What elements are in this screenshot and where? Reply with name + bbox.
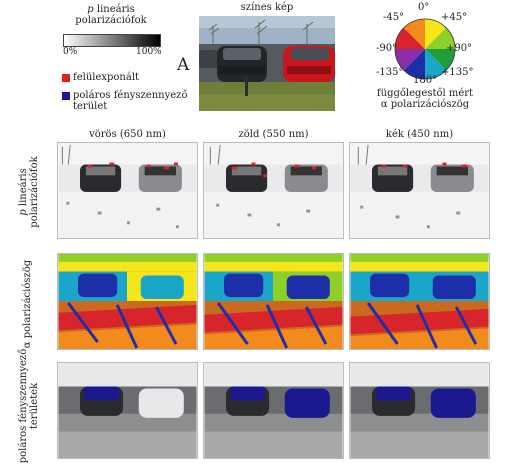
polarized-pollution-label-line2: terület [73, 101, 108, 112]
angle-label-0: 0° [418, 2, 430, 13]
angle-label-180: 180° [413, 75, 438, 86]
scale-min-label: 0% [63, 47, 78, 57]
pollution-panel-green [203, 362, 344, 459]
polarization-scale-bar [63, 34, 161, 47]
row-label-polluting-line2: területek [29, 382, 40, 430]
row-label-polluting-line1: poláros fényszennyező [18, 348, 29, 464]
row-label-polluting: poláros fényszennyező területek [18, 341, 40, 471]
polarized-pollution-label-line1: poláros fényszennyező [73, 90, 188, 101]
color-photo-title: színes kép [240, 2, 294, 13]
angle-panel-red [57, 253, 198, 350]
column-header-red: vörös (650 nm) [89, 129, 166, 140]
panel-letter: A [177, 55, 190, 75]
polarization-legend-title: p lineáris [63, 4, 159, 15]
angle-label-minus135: -135° [376, 67, 404, 78]
degree-panel-red [57, 142, 198, 239]
polarization-angle-wheel [394, 18, 456, 80]
row-label-degree-line2: polarizációfok [29, 156, 40, 228]
row-label-angle: α polarizációszög [22, 259, 33, 349]
p-symbol: p [87, 4, 94, 15]
angle-caption-line1: függőlegestől mért [376, 88, 474, 99]
scale-max-label: 100% [136, 47, 162, 57]
row-label-degree: p lineáris polarizációfok [18, 142, 40, 242]
angle-label-plus135: +135° [441, 67, 474, 78]
overexposed-swatch [62, 74, 70, 82]
angle-panel-blue [349, 253, 490, 350]
pollution-panel-red [57, 362, 198, 459]
angle-label-plus45: +45° [441, 12, 468, 23]
row-label-degree-p: p [18, 209, 29, 216]
angle-panel-green [203, 253, 344, 350]
angle-label-minus90: -90° [376, 43, 398, 54]
degree-panel-green [203, 142, 344, 239]
pollution-panel-blue [349, 362, 490, 459]
angle-label-minus45: -45° [383, 12, 405, 23]
polarization-title-word: lineáris [96, 4, 135, 15]
row-label-degree-word: lineáris [18, 168, 29, 207]
polarization-legend-title-line2: polarizációfok [75, 15, 147, 26]
column-header-green: zöld (550 nm) [238, 129, 309, 140]
angle-caption-line2: α polarizációszög [380, 99, 470, 110]
polarized-pollution-swatch [62, 92, 70, 100]
angle-label-plus90: +90° [446, 43, 473, 54]
column-header-blue: kék (450 nm) [385, 129, 454, 140]
overexposed-label: felülexponált [73, 72, 140, 83]
degree-panel-blue [349, 142, 490, 239]
color-photo [199, 16, 335, 111]
